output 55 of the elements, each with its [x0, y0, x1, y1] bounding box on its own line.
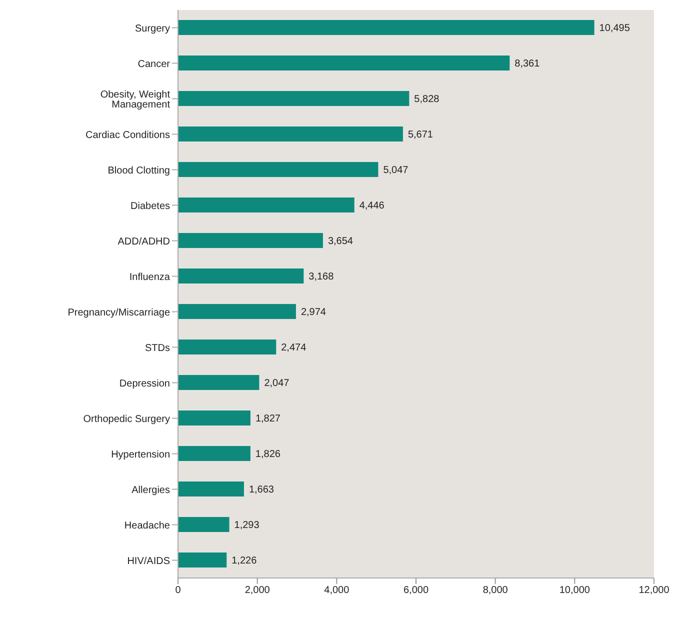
y-tick-label: Allergies — [132, 484, 170, 496]
y-tick-label: Pregnancy/Miscarriage — [68, 307, 170, 318]
bar — [178, 410, 250, 426]
bar — [178, 126, 403, 142]
data-label: 1,226 — [232, 556, 258, 567]
y-tick-label: Headache — [124, 520, 170, 532]
bar — [178, 375, 260, 390]
data-label: 1,293 — [234, 520, 260, 532]
x-tick-label: 8,000 — [482, 585, 508, 596]
bar — [178, 446, 250, 461]
data-label: 10,495 — [599, 23, 630, 34]
bar — [178, 482, 244, 496]
data-label: 4,446 — [359, 200, 385, 212]
y-tick-label: Blood Clotting — [108, 165, 170, 176]
y-tick-label: Diabetes — [130, 200, 170, 212]
bar — [178, 56, 510, 70]
data-label: 1,663 — [248, 484, 274, 496]
bar — [178, 198, 354, 212]
bar — [178, 162, 378, 177]
data-label: 8,361 — [514, 58, 540, 70]
data-label: 5,828 — [414, 94, 440, 106]
bar — [178, 517, 230, 532]
y-tick-label: Obesity, Weight Management — [100, 89, 170, 110]
x-tick-label: 6,000 — [403, 585, 429, 596]
y-tick-label: Hypertension — [111, 449, 170, 460]
y-tick-label: ADD/ADHD — [118, 236, 170, 248]
bar — [178, 20, 594, 35]
bar — [178, 233, 323, 248]
bar — [178, 268, 304, 284]
y-tick-label: Cancer — [138, 58, 171, 70]
data-label: 3,168 — [308, 272, 334, 283]
data-label: 2,974 — [300, 307, 326, 318]
y-tick-label: Cardiac Conditions — [86, 130, 170, 141]
y-tick-label: STDs — [145, 342, 170, 354]
y-tick-label: Surgery — [134, 23, 170, 34]
x-tick-label: 0 — [175, 585, 182, 596]
x-tick-label: 12,000 — [638, 585, 670, 596]
bar — [178, 304, 296, 319]
y-tick-label: Influenza — [129, 272, 170, 283]
data-label: 3,654 — [328, 236, 354, 248]
y-tick-label: HIV/AIDS — [127, 556, 170, 567]
x-tick-label: 10,000 — [559, 585, 590, 596]
data-label: 1,827 — [255, 414, 281, 425]
x-tick-label: 4,000 — [324, 585, 350, 596]
y-tick-label: Orthopedic Surgery — [83, 414, 170, 425]
data-label: 2,474 — [281, 342, 307, 354]
bar — [178, 552, 227, 568]
data-label: 2,047 — [264, 378, 290, 390]
data-label: 1,826 — [255, 449, 281, 460]
data-label: 5,047 — [383, 165, 409, 176]
bar — [178, 91, 410, 106]
bar — [178, 340, 276, 354]
x-tick-label: 2,000 — [244, 585, 270, 596]
y-tick-label: Depression — [119, 378, 170, 390]
data-label: 5,671 — [408, 130, 434, 141]
